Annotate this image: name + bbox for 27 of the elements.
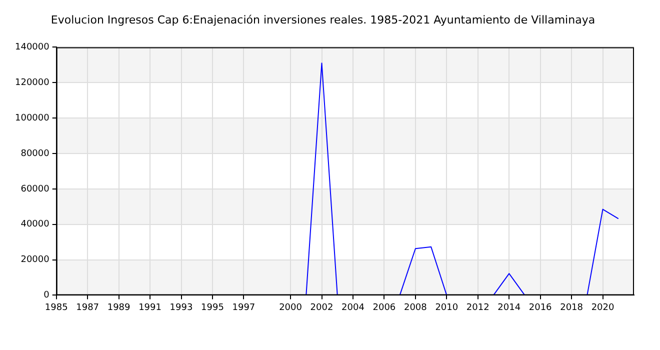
- y-tick-label: 80000: [20, 148, 50, 159]
- y-tick-label: 100000: [14, 113, 50, 124]
- y-tick-label: 20000: [20, 255, 50, 266]
- y-tick-label: 60000: [20, 184, 50, 194]
- x-tick-label: 2016: [528, 302, 552, 313]
- x-tick-label: 1989: [107, 302, 131, 313]
- x-tick-label: 2020: [591, 302, 614, 313]
- x-tick-label: 2002: [310, 302, 334, 313]
- x-tick-label: 2012: [466, 302, 490, 313]
- x-tick-label: 1987: [76, 302, 100, 313]
- x-tick-label: 1985: [44, 302, 68, 313]
- x-tick-label: 1991: [138, 302, 162, 313]
- x-tick-label: 2008: [404, 302, 428, 313]
- x-tick-label: 2014: [498, 302, 521, 313]
- x-tick-label: 1997: [232, 302, 256, 313]
- chart-title: Evolucion Ingresos Cap 6:Enajenación inversiones reales. 1985-2021 Ayuntamiento de Villaminaya: [50, 13, 596, 26]
- x-tick-label: 2006: [372, 302, 396, 313]
- x-tick-label: 2010: [435, 302, 458, 313]
- y-tick-label: 40000: [20, 220, 50, 230]
- x-tick-label: 2018: [560, 302, 584, 313]
- y-tick-label: 0: [44, 290, 50, 301]
- y-tick-label: 140000: [14, 42, 50, 53]
- x-tick-label: 2004: [342, 302, 365, 313]
- y-tick-label: 120000: [14, 78, 50, 88]
- x-tick-label: 2000: [279, 302, 302, 313]
- x-tick-label: 1993: [170, 302, 193, 313]
- x-tick-label: 1995: [201, 302, 224, 313]
